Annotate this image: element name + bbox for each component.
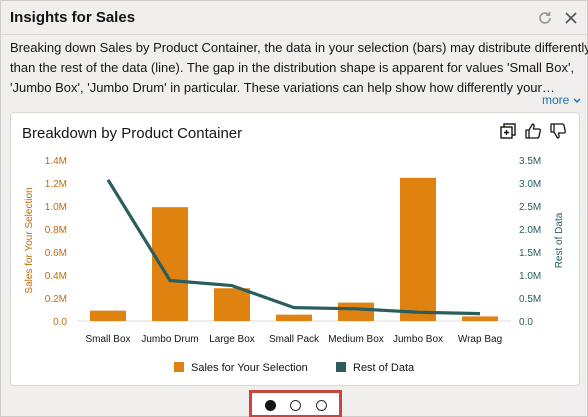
legend-swatch-rest (336, 362, 346, 372)
legend-swatch-selection (174, 362, 184, 372)
y-tick-label: 0.2M (45, 294, 67, 305)
insight-pager (249, 390, 342, 417)
bar-small-box (90, 310, 126, 321)
close-icon[interactable] (563, 10, 579, 26)
breakdown-chart: 0.0 0.2M 0.4M 0.6M 0.8M 1.0M 1.2M 1.4M 0.0 0.5M 1.… (24, 156, 565, 374)
more-link[interactable]: more (542, 93, 581, 107)
y-tick-label: 0.4M (45, 271, 67, 282)
header-divider (1, 34, 587, 35)
refresh-icon[interactable] (537, 10, 553, 26)
x-tick-label: Small Box (85, 334, 130, 345)
y-tick-label: 0.6M (45, 248, 67, 259)
x-tick-label: Small Pack (269, 334, 320, 345)
y2-tick-label: 3.0M (519, 179, 541, 190)
x-tick-label: Jumbo Box (393, 334, 443, 345)
chart-card: Breakdown by Product Container 0.0 0.2M 0.… (10, 112, 580, 386)
bar-wrap-bag (462, 316, 498, 321)
y-tick-label: 1.0M (45, 202, 67, 213)
bar-large-box (214, 288, 250, 321)
y-axis-title: Sales for Your Selection (24, 187, 35, 293)
y2-tick-label: 0.0 (519, 317, 533, 328)
chevron-down-icon (573, 98, 581, 103)
description-line: Breaking down Sales by Product Container… (10, 40, 588, 55)
x-tick-label: Wrap Bag (458, 334, 502, 345)
x-tick-label: Jumbo Drum (141, 334, 198, 345)
y-tick-label: 1.2M (45, 179, 67, 190)
rest-of-data-line (106, 178, 481, 316)
y-tick-label: 0.8M (45, 225, 67, 236)
y2-tick-label: 1.5M (519, 248, 541, 259)
x-tick-label: Large Box (209, 334, 255, 345)
x-tick-label: Medium Box (328, 334, 384, 345)
y-tick-label: 0.0 (53, 317, 67, 328)
y2-tick-label: 1.0M (519, 271, 541, 282)
pager-dot-2[interactable] (290, 400, 301, 411)
pager-dot-1[interactable] (265, 400, 276, 411)
pager-dot-3[interactable] (316, 400, 327, 411)
y2-tick-label: 2.5M (519, 202, 541, 213)
thumbs-down-icon[interactable] (549, 122, 567, 140)
legend-label-rest: Rest of Data (353, 362, 415, 374)
bar-jumbo-drum (152, 207, 188, 321)
description-line: than the rest of the data (line). The ga… (10, 60, 575, 75)
add-to-canvas-icon[interactable] (499, 122, 517, 140)
thumbs-up-icon[interactable] (524, 122, 542, 140)
bar-small-pack (276, 314, 312, 321)
panel-header: Insights for Sales (1, 1, 587, 35)
legend-label-selection: Sales for Your Selection (191, 362, 308, 374)
chart-title: Breakdown by Product Container (22, 125, 243, 142)
y-tick-label: 1.4M (45, 156, 67, 167)
y2-axis-title: Rest of Data (554, 212, 565, 268)
y2-tick-label: 3.5M (519, 156, 541, 167)
insight-description: Breaking down Sales by Product Container… (10, 38, 588, 98)
more-label: more (542, 93, 570, 107)
y2-tick-label: 2.0M (519, 225, 541, 236)
bar-medium-box (338, 302, 374, 321)
bar-jumbo-box (400, 177, 436, 321)
description-line: 'Jumbo Box', 'Jumbo Drum' in particular.… (10, 80, 555, 95)
panel-title: Insights for Sales (10, 9, 136, 26)
y2-tick-label: 0.5M (519, 294, 541, 305)
